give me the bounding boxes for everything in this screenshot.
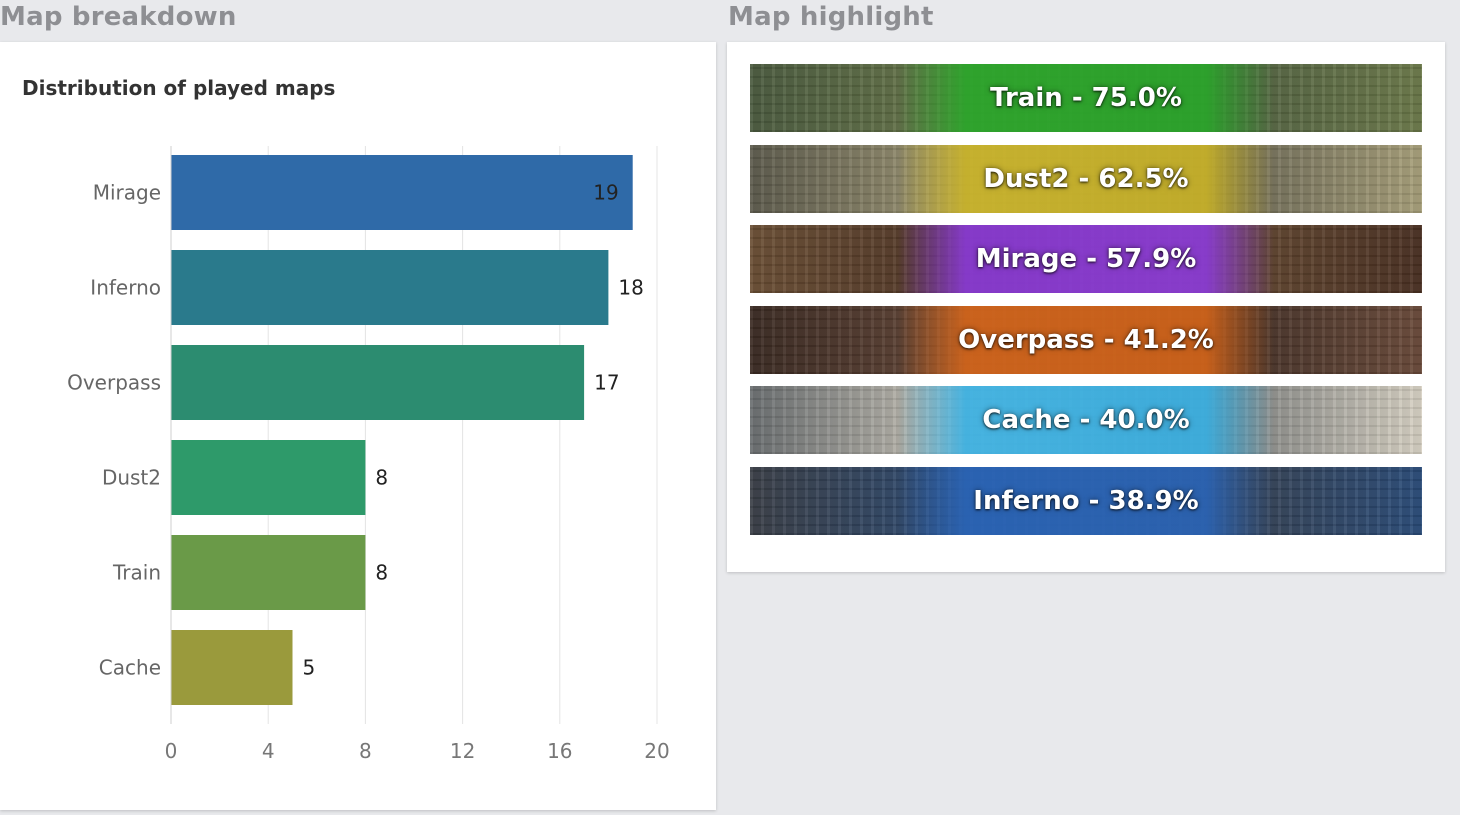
bar-overpass [171, 345, 585, 420]
x-tick-label-0: 0 [165, 739, 178, 763]
bar-mirage [171, 155, 633, 230]
x-tick-label-8: 8 [359, 739, 372, 763]
map-highlight-banner: Overpass - 41.2% [750, 305, 1422, 374]
x-tick-label-12: 12 [450, 739, 475, 763]
map-highlight-banner: Train - 75.0% [750, 64, 1422, 132]
map-highlight-label: Inferno - 38.9% [973, 485, 1199, 516]
category-label-inferno: Inferno [90, 276, 161, 300]
map-highlight-label: Overpass - 41.2% [958, 324, 1214, 355]
banner-color-band [897, 64, 1275, 132]
value-label-train: 8 [375, 561, 388, 585]
bar-inferno [171, 250, 609, 325]
map-highlight-label: Mirage - 57.9% [975, 244, 1197, 274]
value-label-overpass: 17 [594, 371, 619, 395]
banner-color-band [897, 305, 1275, 374]
map-highlight-banner: Inferno - 38.9% [750, 466, 1422, 535]
bar-train [171, 535, 366, 610]
category-label-cache: Cache [99, 656, 161, 680]
category-label-overpass: Overpass [67, 371, 161, 395]
x-tick-label-4: 4 [262, 739, 275, 763]
map-highlight-label: Train - 75.0% [990, 83, 1182, 113]
map-breakdown-panel: Distribution of played maps Mirage 19 Infe… [0, 42, 716, 810]
map-highlight-banner: Cache - 40.0% [750, 386, 1422, 454]
value-label-mirage: 19 [593, 181, 618, 205]
x-tick-label-16: 16 [547, 739, 572, 763]
category-label-dust2: Dust2 [102, 466, 161, 490]
map-highlight-title: Map highlight [728, 2, 934, 32]
played-maps-bar-chart: Mirage 19 Inferno 18 Overpass 17 Dust2 8 Train 8 C… [67, 146, 670, 763]
category-label-train: Train [112, 561, 161, 585]
value-label-cache: 5 [303, 656, 316, 680]
map-highlight-banner: Dust2 - 62.5% [750, 144, 1422, 213]
chart-title: Distribution of played maps [22, 76, 336, 100]
banner-color-band [897, 466, 1275, 535]
bar-dust2 [171, 440, 366, 515]
x-tick-label-20: 20 [644, 739, 669, 763]
banner-color-band [897, 386, 1275, 454]
map-highlight-label: Cache - 40.0% [982, 405, 1190, 435]
value-label-inferno: 18 [618, 276, 643, 300]
category-label-mirage: Mirage [93, 181, 161, 205]
map-highlight-banner: Mirage - 57.9% [750, 225, 1422, 293]
bar-cache [171, 630, 293, 705]
map-highlight-label: Dust2 - 62.5% [983, 163, 1189, 194]
value-label-dust2: 8 [375, 466, 388, 490]
map-highlight-panel: Train - 75.0% Dust2 - 62.5% Mirage - 57.9%… [727, 42, 1445, 572]
map-breakdown-title: Map breakdown [0, 2, 237, 32]
banner-color-band [897, 225, 1275, 293]
banner-color-band [897, 144, 1275, 213]
